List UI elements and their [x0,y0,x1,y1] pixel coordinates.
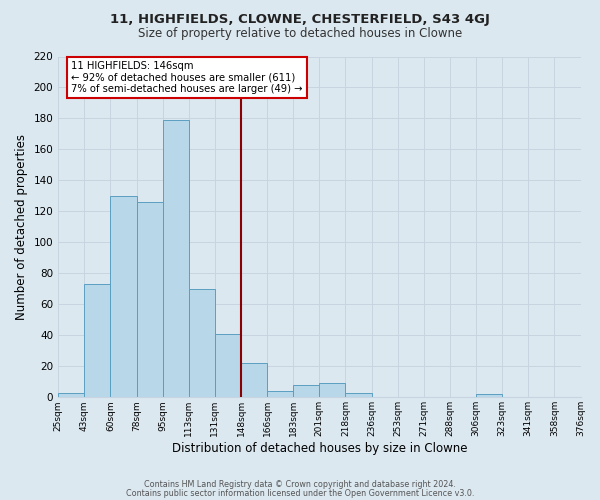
X-axis label: Distribution of detached houses by size in Clowne: Distribution of detached houses by size … [172,442,467,455]
Bar [319,384,346,398]
Text: 11 HIGHFIELDS: 146sqm
← 92% of detached houses are smaller (611)
7% of semi-deta: 11 HIGHFIELDS: 146sqm ← 92% of detached … [71,61,303,94]
Bar [58,392,84,398]
Y-axis label: Number of detached properties: Number of detached properties [15,134,28,320]
Bar [84,284,110,398]
Bar [267,391,293,398]
Bar [189,289,215,398]
Bar [163,120,189,398]
Text: Contains public sector information licensed under the Open Government Licence v3: Contains public sector information licen… [126,489,474,498]
Bar [476,394,502,398]
Bar [241,363,267,398]
Bar [215,334,241,398]
Text: 11, HIGHFIELDS, CLOWNE, CHESTERFIELD, S43 4GJ: 11, HIGHFIELDS, CLOWNE, CHESTERFIELD, S4… [110,12,490,26]
Bar [110,196,137,398]
Text: Contains HM Land Registry data © Crown copyright and database right 2024.: Contains HM Land Registry data © Crown c… [144,480,456,489]
Bar [346,392,371,398]
Bar [293,385,319,398]
Bar [137,202,163,398]
Text: Size of property relative to detached houses in Clowne: Size of property relative to detached ho… [138,28,462,40]
